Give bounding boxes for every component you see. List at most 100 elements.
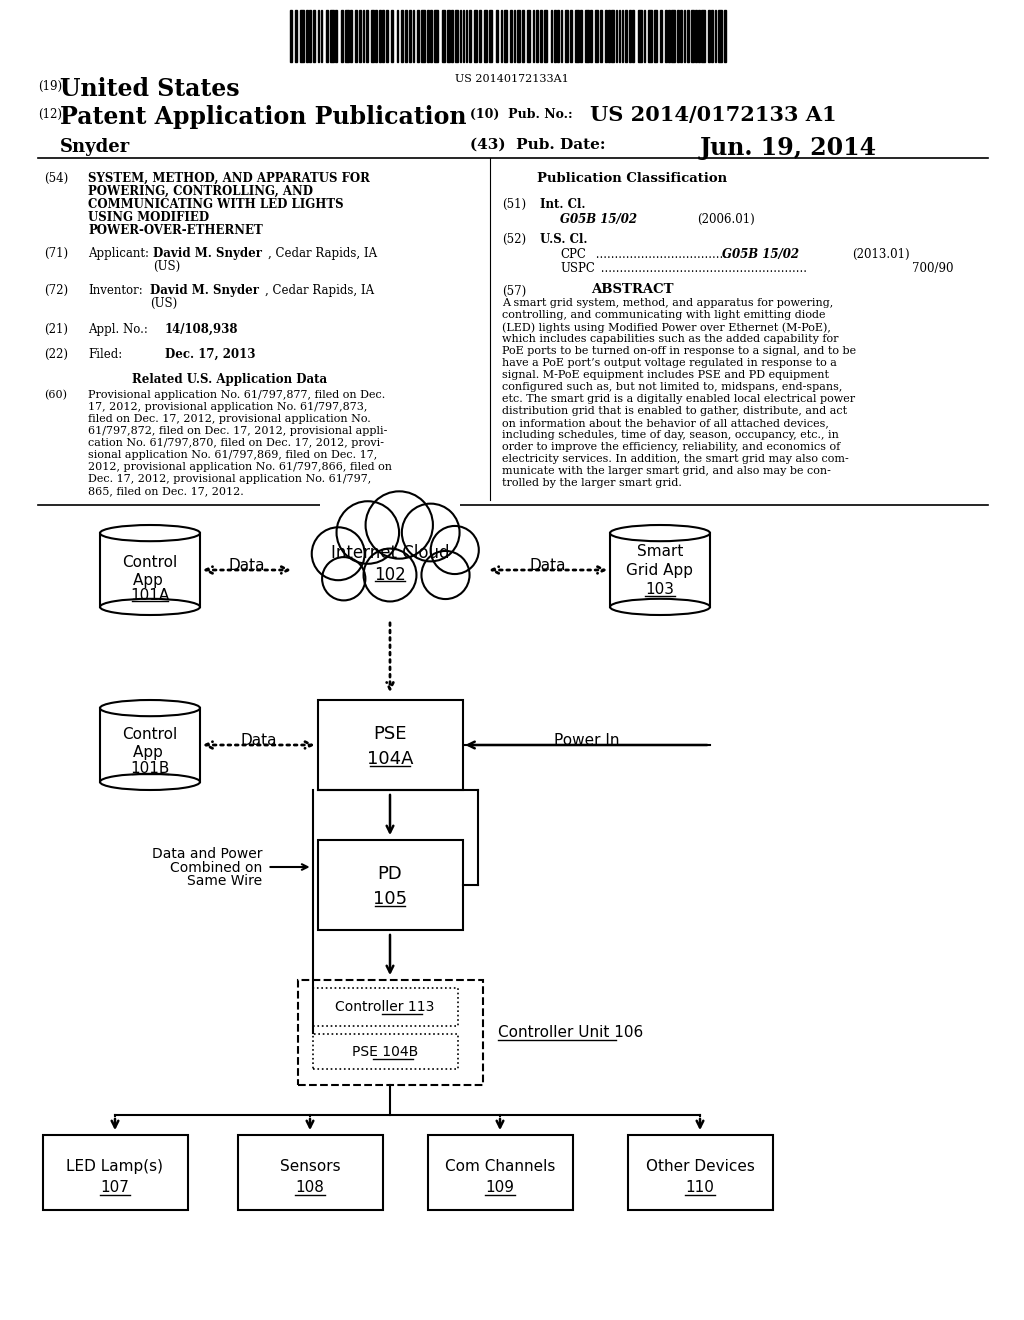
Text: COMMUNICATING WITH LED LIGHTS: COMMUNICATING WITH LED LIGHTS [88,198,344,211]
Text: Filed:: Filed: [88,348,122,360]
Text: (US): (US) [153,260,180,273]
Text: United States: United States [60,77,240,102]
Text: 61/797,872, filed on Dec. 17, 2012, provisional appli-: 61/797,872, filed on Dec. 17, 2012, prov… [88,426,387,436]
Circle shape [366,491,433,558]
Bar [455,11,458,62]
Bar [632,11,634,62]
Text: ....................................: .................................... [592,248,731,261]
Text: Sensors: Sensors [280,1159,340,1173]
Bar [330,11,334,62]
Text: Appl. No.:: Appl. No.: [88,323,147,337]
Text: 2012, provisional application No. 61/797,866, filed on: 2012, provisional application No. 61/797… [88,462,392,473]
Text: (52): (52) [502,234,526,246]
Bar [466,11,467,62]
Bar [660,11,662,62]
Circle shape [364,549,417,602]
Text: 105: 105 [373,890,408,908]
Text: US 20140172133A1: US 20140172133A1 [455,74,569,84]
Text: trolled by the larger smart grid.: trolled by the larger smart grid. [502,478,682,488]
Text: filed on Dec. 17, 2012, provisional application No.: filed on Dec. 17, 2012, provisional appl… [88,414,371,424]
Text: PSE 104B: PSE 104B [352,1044,418,1059]
Bar [595,11,598,62]
Bar [417,11,419,62]
Text: (US): (US) [150,297,177,310]
Bar [628,1135,772,1210]
Text: municate with the larger smart grid, and also may be con-: municate with the larger smart grid, and… [502,466,830,477]
Bar [610,533,710,607]
Text: Other Devices: Other Devices [645,1159,755,1173]
Bar [433,11,437,62]
Text: controlling, and communicating with light emitting diode: controlling, and communicating with ligh… [502,310,825,319]
Bar [379,11,381,62]
Bar [698,11,699,62]
Bar [295,11,297,62]
Circle shape [401,504,460,561]
Ellipse shape [610,525,710,541]
Bar [100,708,200,781]
Text: Internet Cloud: Internet Cloud [331,544,450,562]
Text: PSE: PSE [374,725,407,743]
Text: PD: PD [378,865,402,883]
Text: .......................................................: ........................................… [597,261,807,275]
Bar [430,11,432,62]
Bar [321,11,322,62]
Text: U.S. Cl.: U.S. Cl. [540,234,588,246]
Bar [544,11,547,62]
Text: PoE ports to be turned on-off in response to a signal, and to be: PoE ports to be turned on-off in respons… [502,346,856,356]
Text: electricity services. In addition, the smart grid may also com-: electricity services. In addition, the s… [502,454,849,465]
Text: 865, filed on Dec. 17, 2012.: 865, filed on Dec. 17, 2012. [88,486,244,496]
Text: Patent Application Publication: Patent Application Publication [60,106,467,129]
Text: Controller 113: Controller 113 [335,1001,434,1014]
Bar [312,11,314,62]
Bar [290,11,292,62]
Text: including schedules, time of day, season, occupancy, etc., in: including schedules, time of day, season… [502,430,839,440]
Bar [665,11,667,62]
Ellipse shape [100,774,200,789]
Text: POWER-OVER-ETHERNET: POWER-OVER-ETHERNET [88,224,263,238]
Bar [668,11,670,62]
Bar [671,11,675,62]
Bar [396,11,398,62]
Bar [427,1135,572,1210]
Text: have a PoE port’s output voltage regulated in response to a: have a PoE port’s output voltage regulat… [502,358,837,368]
Bar [526,11,529,62]
Bar [359,11,360,62]
Text: Grid App: Grid App [627,562,693,578]
Bar [680,11,682,62]
Bar [510,11,512,62]
Bar [309,11,310,62]
Text: 109: 109 [485,1180,514,1195]
Ellipse shape [100,525,200,541]
Bar [701,11,705,62]
Text: Com Channels: Com Channels [444,1159,555,1173]
Bar [312,987,458,1026]
Bar [463,11,464,62]
Text: Control: Control [123,727,177,742]
Text: 104A: 104A [367,750,414,767]
Bar [474,11,477,62]
Bar [551,11,552,62]
Text: Applicant:: Applicant: [88,247,150,260]
Bar [724,11,725,62]
Text: (71): (71) [44,247,69,260]
Bar [100,533,200,607]
Text: 102: 102 [374,566,406,583]
Bar [406,11,407,62]
Bar [560,11,562,62]
Text: ABSTRACT: ABSTRACT [591,282,673,296]
Bar [504,11,507,62]
Text: signal. M-PoE equipment includes PSE and PD equipment: signal. M-PoE equipment includes PSE and… [502,370,829,380]
Text: POWERING, CONTROLLING, AND: POWERING, CONTROLLING, AND [88,185,313,198]
Bar [695,11,696,62]
Text: 108: 108 [296,1180,325,1195]
Bar [319,498,461,541]
Bar [375,11,377,62]
Bar [569,11,571,62]
Text: 101B: 101B [130,760,170,776]
Bar [390,11,392,62]
Bar [608,11,609,62]
Bar [362,11,364,62]
Text: sional application No. 61/797,869, filed on Dec. 17,: sional application No. 61/797,869, filed… [88,450,377,459]
Bar [427,11,428,62]
Bar [344,11,348,62]
